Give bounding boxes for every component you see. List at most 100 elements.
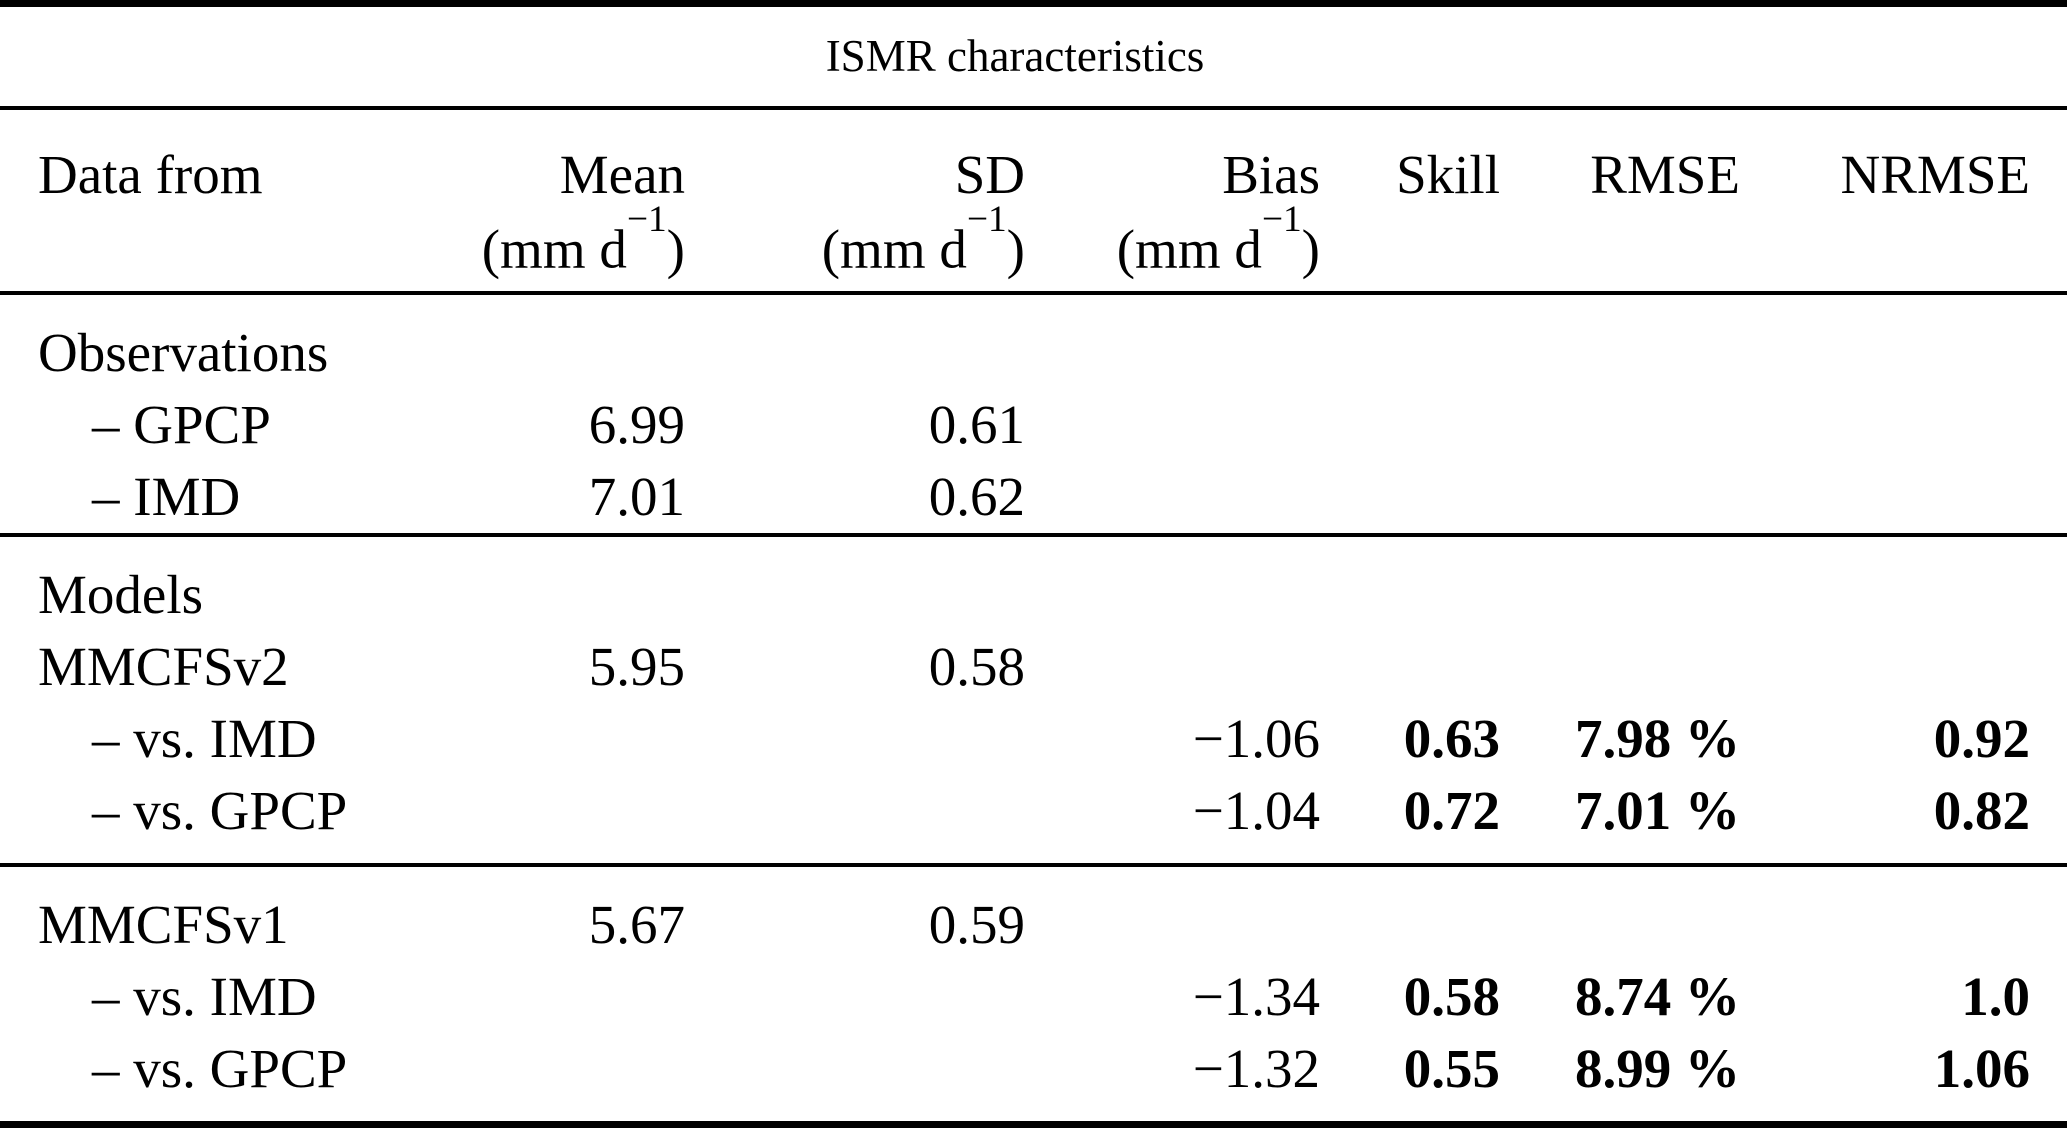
row-label: MMCFSv1 [38,893,289,955]
cell-mean [440,961,685,1033]
cell-sd [685,535,1025,631]
col-header-data-from: Data from [0,107,440,295]
unit-superscript: −1 [626,198,667,240]
cell-rmse: 7.98 % [1575,707,1740,769]
cell-nrmse: 0.82 [1933,779,2031,841]
col-header-label: SD [954,143,1025,205]
col-header-label: RMSE [1590,143,1740,205]
col-header-unit: (mm d−1) [481,198,685,279]
cell-nrmse: 0.92 [1933,707,2031,769]
cell-sd [685,775,1025,865]
row-label: – vs. IMD [92,965,317,1027]
col-header-unit: (mm d−1) [1116,198,1320,279]
row-label: – vs. IMD [92,707,317,769]
cell-bias [1025,535,1320,631]
table-row: MMCFSv2 5.95 0.58 [0,631,2067,703]
col-header-unit [1320,205,1500,269]
cell-sd: 0.61 [928,393,1025,455]
cell-skill [1320,631,1500,703]
cell-nrmse [1740,293,2067,389]
table-row: – vs. GPCP −1.32 0.55 8.99 % 1.06 [0,1033,2067,1125]
cell-rmse: 8.99 % [1575,1037,1740,1099]
cell-skill: 0.58 [1403,965,1500,1027]
cell-skill [1320,293,1500,389]
table-head: ISMR characteristics Data from Mean (mm … [0,3,2067,295]
row-label: Models [38,563,203,625]
cell-rmse [1500,461,1740,535]
row-label: – vs. GPCP [92,1037,348,1099]
cell-bias [1025,865,1320,961]
cell-mean [440,703,685,775]
cell-bias [1025,293,1320,389]
section-observations: Observations – GPCP 6.99 0.61 – IMD 7.01 [0,293,2067,535]
table-row: MMCFSv1 5.67 0.59 [0,865,2067,961]
col-header-unit: (mm d−1) [821,198,1025,279]
row-label: Observations [38,321,329,383]
cell-skill: 0.72 [1403,779,1500,841]
col-header-label: Data from [38,143,263,205]
cell-nrmse [1740,461,2067,535]
cell-skill: 0.63 [1403,707,1500,769]
row-label: – vs. GPCP [92,779,348,841]
col-header-label: Skill [1396,143,1500,205]
table-row: Models [0,535,2067,631]
row-label: MMCFSv2 [38,635,289,697]
cell-nrmse [1740,865,2067,961]
cell-bias: −1.34 [1192,965,1320,1027]
cell-rmse [1500,535,1740,631]
cell-nrmse [1740,631,2067,703]
cell-nrmse [1740,389,2067,461]
cell-bias: −1.04 [1192,779,1320,841]
unit-superscript: −1 [1261,198,1302,240]
cell-sd [685,961,1025,1033]
cell-mean: 5.95 [588,635,685,697]
cell-rmse [1500,293,1740,389]
cell-sd: 0.58 [928,635,1025,697]
table-row: – vs. IMD −1.06 0.63 7.98 % 0.92 [0,703,2067,775]
cell-nrmse: 1.06 [1933,1037,2031,1099]
col-header-unit [0,205,440,269]
table-row: Observations [0,293,2067,389]
table-row: – GPCP 6.99 0.61 [0,389,2067,461]
cell-bias [1025,461,1320,535]
col-header-label: Mean [559,143,685,205]
col-header-unit [1740,205,2030,269]
cell-mean [440,535,685,631]
col-header-skill: Skill [1320,107,1500,295]
cell-mean [440,1033,685,1125]
col-header-sd: SD (mm d−1) [685,107,1025,295]
cell-bias [1025,389,1320,461]
cell-sd [685,293,1025,389]
col-header-mean: Mean (mm d−1) [440,107,685,295]
cell-mean: 6.99 [588,393,685,455]
table-row: – vs. IMD −1.34 0.58 8.74 % 1.0 [0,961,2067,1033]
row-label: – IMD [92,465,241,527]
col-header-label: NRMSE [1840,143,2031,205]
cell-nrmse: 1.0 [1961,965,2031,1027]
cell-skill: 0.55 [1403,1037,1500,1099]
title-row: ISMR characteristics [0,3,2067,110]
cell-skill [1320,535,1500,631]
cell-skill [1320,865,1500,961]
cell-mean [440,293,685,389]
cell-rmse [1500,631,1740,703]
cell-sd [685,1033,1025,1125]
cell-rmse [1500,389,1740,461]
section-models-mmcfsv2: Models MMCFSv2 5.95 0.58 – vs. IMD [0,535,2067,865]
row-label: – GPCP [92,393,271,455]
table-row: – IMD 7.01 0.62 [0,461,2067,535]
cell-sd: 0.62 [928,465,1025,527]
col-header-bias: Bias (mm d−1) [1025,107,1320,295]
cell-bias: −1.32 [1192,1037,1320,1099]
section-mmcfsv1: MMCFSv1 5.67 0.59 – vs. IMD −1.34 0.58 8… [0,865,2067,1125]
cell-rmse [1500,865,1740,961]
cell-skill [1320,389,1500,461]
col-header-label: Bias [1222,143,1320,205]
cell-skill [1320,461,1500,535]
col-header-nrmse: NRMSE [1740,107,2067,295]
cell-bias: −1.06 [1192,707,1320,769]
cell-mean [440,775,685,865]
col-header-unit [1500,205,1740,269]
